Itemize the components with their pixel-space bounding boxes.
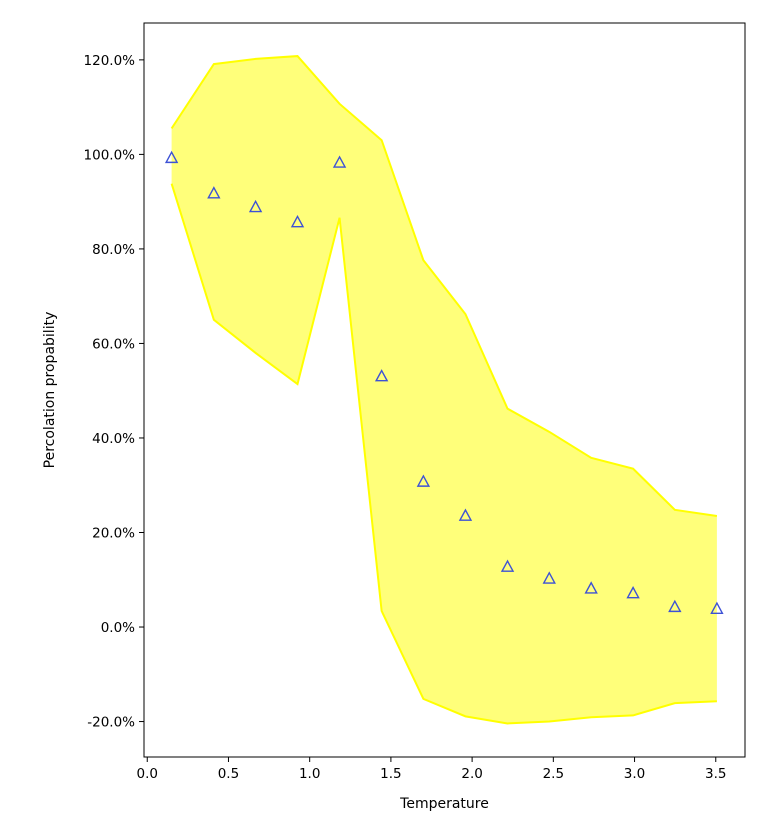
x-tick-label: 2.5: [543, 766, 564, 782]
x-tick-label: 3.0: [624, 766, 645, 782]
data-point: [626, 586, 640, 599]
band-upper-edge: [170, 55, 718, 517]
confidence-band-layer: [170, 55, 718, 725]
y-tick-label: 100.0%: [84, 147, 136, 163]
y-tick-label: 60.0%: [92, 336, 135, 352]
data-point: [248, 199, 263, 213]
x-axis-ticks: 0.0 0.5 1.0 1.5 2.0 2.5 3.0 3.5: [137, 757, 727, 782]
x-tick-label: 3.5: [705, 766, 726, 782]
data-point: [290, 215, 305, 228]
data-point: [584, 581, 598, 594]
x-tick-label: 0.0: [137, 766, 158, 782]
band-lower-edge: [170, 183, 717, 725]
x-tick-label: 2.0: [461, 766, 482, 782]
data-point: [416, 474, 431, 487]
data-point: [164, 150, 179, 164]
data-point: [374, 369, 389, 382]
y-tick-label: 40.0%: [92, 431, 135, 447]
y-tick-label: -20.0%: [87, 715, 135, 731]
x-axis-title: Temperature: [399, 796, 489, 812]
data-markers-layer: [164, 150, 724, 614]
x-tick-label: 1.0: [299, 766, 320, 782]
y-tick-label: 120.0%: [84, 53, 136, 69]
x-tick-label: 1.5: [380, 766, 401, 782]
x-tick-label: 0.5: [218, 766, 239, 782]
y-tick-label: 80.0%: [92, 242, 135, 258]
y-tick-label: 0.0%: [101, 620, 135, 636]
data-point: [458, 508, 473, 521]
plot-frame: [143, 22, 746, 758]
y-tick-label: 20.0%: [92, 525, 135, 541]
data-point: [332, 155, 347, 168]
data-point: [542, 571, 556, 584]
y-axis-title: Percolation propability: [42, 312, 58, 469]
data-point: [710, 601, 724, 614]
data-point: [207, 186, 221, 199]
y-axis-ticks: -20.0% 0.0% 20.0% 40.0% 60.0% 80.0% 100.0% 120.…: [84, 53, 144, 731]
data-point: [668, 599, 682, 613]
confidence-band-fill: [171, 56, 717, 724]
data-point: [500, 559, 515, 572]
